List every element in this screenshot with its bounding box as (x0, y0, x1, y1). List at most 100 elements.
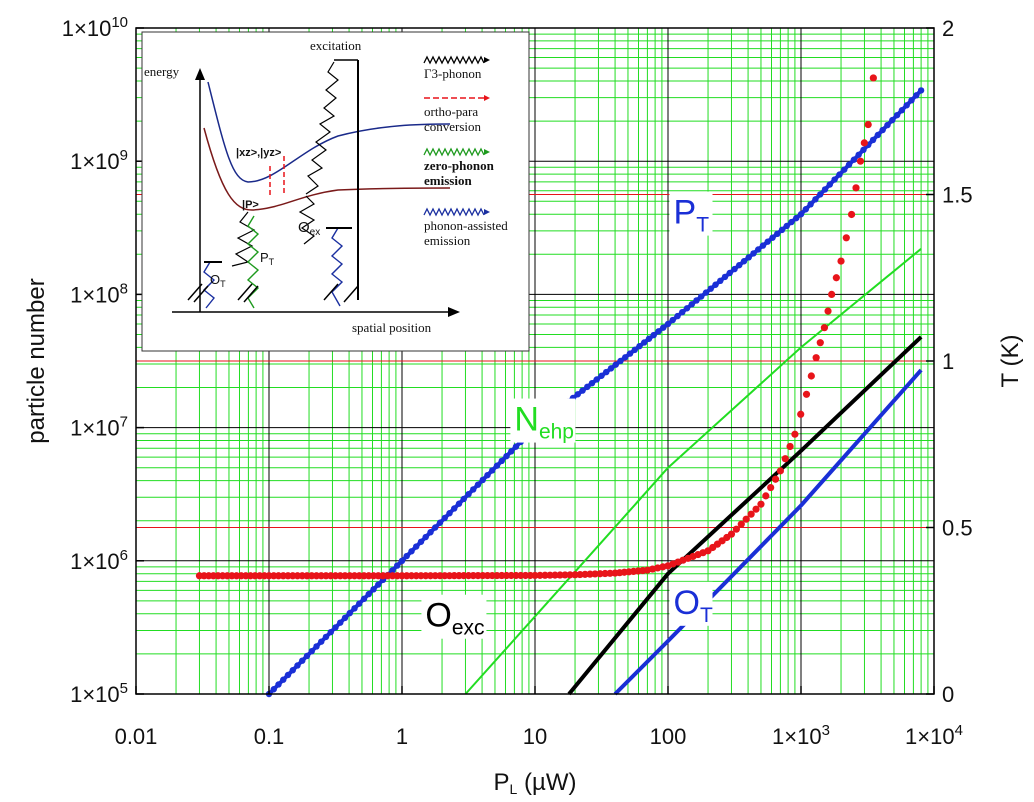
phonon-cascade (305, 61, 339, 195)
inset-diagram: energy spatial position excitation |xz>,… (141, 31, 530, 352)
legend-label: ortho-para (424, 104, 478, 119)
series-t-point (852, 184, 860, 192)
zero-phonon-emission-wave (246, 215, 260, 309)
series-t-point (860, 139, 868, 147)
series-t-point (776, 467, 784, 475)
series-pt-point (783, 222, 790, 230)
phonon-cascade-3 (231, 211, 256, 267)
series-pt-point (351, 605, 358, 612)
series-pt-point (280, 676, 287, 683)
legend-label: emission (424, 233, 471, 248)
series-t-point (842, 234, 850, 242)
series-pt-point (598, 372, 605, 379)
series-pt-point (470, 486, 477, 493)
series-pt-point (660, 324, 667, 331)
series-pt-point (903, 102, 910, 109)
series-t-point (812, 354, 820, 362)
series-pt-point (322, 633, 330, 641)
series-pt-point (446, 510, 453, 517)
series-pt-point (759, 242, 767, 249)
series-t-point (820, 324, 829, 332)
series-pt-point (512, 443, 520, 450)
series-pt-point (346, 609, 353, 617)
series-pt-point (474, 481, 482, 488)
p-t-label: PT (260, 250, 275, 267)
series-pt-point (503, 452, 510, 460)
series-t-point (541, 571, 549, 579)
series-pt-point (874, 131, 882, 139)
x-tick-label: 0.1 (254, 724, 285, 749)
series-t-point (791, 430, 799, 438)
series-pt-point (622, 354, 629, 361)
series-pt-point (617, 357, 624, 365)
state-p-label: |P> (242, 199, 259, 211)
series-pt-point (655, 328, 662, 335)
series-nehp-line (464, 248, 922, 695)
series-pt-point (318, 638, 325, 645)
series-nehp-label: Nehp (514, 401, 574, 444)
series-pt-point (375, 581, 382, 588)
series-pt-point (850, 156, 858, 163)
series-pt-point (479, 476, 486, 484)
series-t-point (781, 455, 789, 463)
x-axis-title: PL (µW) (494, 769, 577, 797)
series-pt-point (356, 600, 363, 607)
legend-label: Γ3-phonon (424, 66, 482, 81)
series-pt-point (451, 505, 458, 512)
y-right-tick-label: 2 (942, 16, 954, 41)
series-pt-point (579, 387, 586, 394)
energy-axis-arrow-icon (195, 68, 205, 80)
series-pt-point (731, 265, 738, 273)
series-oexc-label-bg (421, 594, 487, 639)
series-pt-point (631, 346, 638, 354)
legend-wavy-arrow-icon (423, 55, 485, 65)
series-pt-point (774, 230, 781, 238)
series-t-point (832, 274, 840, 282)
series-t-point (802, 390, 811, 398)
series-pt-point (817, 191, 824, 198)
series-ot-line (613, 368, 923, 696)
series-pt-point (303, 652, 311, 660)
series-pt-point (413, 543, 420, 550)
o-t-label: OT (210, 272, 226, 289)
series-pt-point (432, 524, 439, 531)
series-pt-point (574, 391, 581, 398)
series-pt-point (270, 686, 277, 693)
series-t-point (531, 571, 539, 580)
series-pt-point (721, 273, 729, 281)
series-t-point (747, 510, 755, 518)
y-axis-title-left: particle number (23, 278, 50, 443)
legend-arrowhead-icon (484, 95, 490, 101)
series-t-point (869, 74, 877, 82)
series-pt-point (593, 376, 600, 383)
phonon-cascade-2 (298, 195, 316, 245)
y-tick-label: 1×107 (70, 414, 128, 441)
series-pt-point (341, 614, 349, 622)
series-t-point (767, 483, 775, 492)
series-t-point (828, 290, 836, 298)
y-right-tick-label: 0 (942, 682, 954, 707)
series-pt-point (688, 301, 695, 308)
o-t-emission-wave (202, 261, 216, 309)
series-pt-point (917, 87, 925, 94)
series-pt-point (313, 643, 320, 650)
series-pt-point (750, 250, 757, 257)
series-pt-point (289, 667, 296, 674)
position-label: spatial position (352, 320, 432, 335)
axis-break-3 (237, 283, 253, 301)
series-pt-point (308, 647, 315, 655)
tick-layer: 0.01 0.1 1 10 100 1×103 1×1041×1051×1061×1071×… (62, 14, 973, 749)
series-pt-point (778, 226, 786, 234)
series-pt-point (645, 335, 653, 342)
series-pt-point (389, 567, 396, 574)
series-t-point (551, 571, 559, 579)
legend-label: zero-phonon (424, 158, 495, 173)
y-right-tick-label: 1.5 (942, 183, 973, 208)
series-pt-point (707, 285, 714, 292)
series-pt-point (284, 671, 292, 679)
y-tick-label: 1×106 (70, 547, 128, 574)
axis-break-6 (343, 285, 359, 303)
series-t-point (727, 530, 736, 538)
series-pt-point (626, 350, 634, 357)
